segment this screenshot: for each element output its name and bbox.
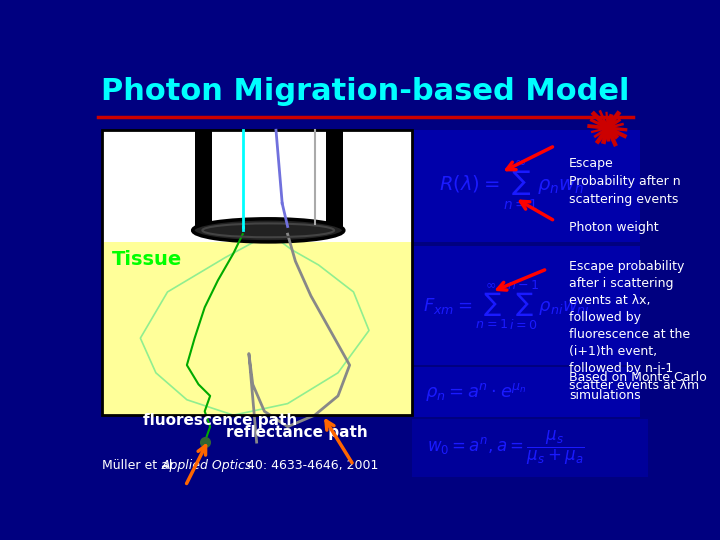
Text: 40: 4633-4646, 2001: 40: 4633-4646, 2001: [243, 458, 378, 472]
Text: Escape
Probability after n
scattering events: Escape Probability after n scattering ev…: [569, 157, 680, 206]
Text: reflectance path: reflectance path: [225, 425, 367, 440]
Text: Müller et al.: Müller et al.: [102, 458, 180, 472]
Bar: [412, 130, 640, 242]
Text: $R(\lambda) = \sum_{n=1}^{\infty} \rho_n w_n$: $R(\lambda) = \sum_{n=1}^{\infty} \rho_n…: [438, 159, 585, 212]
Text: Photon Migration-based Model: Photon Migration-based Model: [101, 77, 629, 106]
Text: Tissue: Tissue: [112, 250, 182, 269]
Bar: [102, 130, 412, 242]
Bar: [412, 246, 640, 365]
Bar: [194, 130, 212, 226]
Text: Photon weight: Photon weight: [569, 221, 659, 234]
Circle shape: [602, 123, 613, 133]
Text: $\rho_n = a^n \cdot e^{\mu_n}$: $\rho_n = a^n \cdot e^{\mu_n}$: [425, 381, 527, 403]
Text: Applied Optics: Applied Optics: [162, 458, 253, 472]
Text: Based on Monte Carlo
simulations: Based on Monte Carlo simulations: [569, 372, 707, 402]
Text: Escape probability
after i scattering
events at λx,
followed by
fluorescence at : Escape probability after i scattering ev…: [569, 260, 699, 392]
Ellipse shape: [193, 219, 344, 242]
Text: fluorescence path: fluorescence path: [143, 413, 297, 428]
Bar: [102, 130, 412, 415]
Bar: [102, 242, 412, 415]
Bar: [326, 130, 343, 226]
Text: $F_{xm} = \sum_{n=1}^{\infty} \sum_{i=0}^{n-1} \rho_{ni} w_{ni}$: $F_{xm} = \sum_{n=1}^{\infty} \sum_{i=0}…: [423, 278, 590, 332]
Bar: [412, 419, 648, 477]
Bar: [412, 367, 640, 417]
Text: $w_0 = a^n, a = \dfrac{\mu_s}{\mu_s + \mu_a}$: $w_0 = a^n, a = \dfrac{\mu_s}{\mu_s + \m…: [427, 428, 585, 467]
